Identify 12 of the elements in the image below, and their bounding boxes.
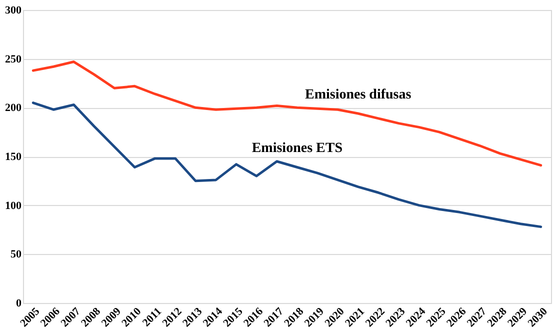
y-tick-label: 0 [16, 298, 22, 310]
line-series [32, 102, 542, 228]
y-tick-label: 100 [5, 200, 22, 212]
y-tick-label: 250 [5, 53, 22, 66]
y-tick-label: 50 [10, 248, 22, 261]
x-tick-label: 2011 [140, 306, 164, 330]
series-label: Emisiones ETS [252, 141, 343, 156]
y-tick-label: 300 [5, 4, 22, 16]
y-tick-label: 150 [5, 151, 22, 163]
line-series [32, 60, 542, 167]
y-tick-label: 200 [5, 102, 22, 114]
series-label: Emisiones difusas [304, 88, 412, 103]
